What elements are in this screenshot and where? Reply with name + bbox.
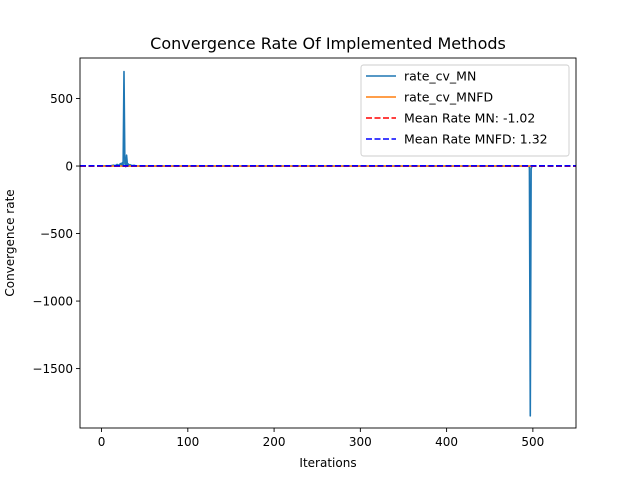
x-tick-label: 400 bbox=[435, 435, 458, 449]
y-tick-label: −1500 bbox=[32, 362, 73, 376]
x-tick-label: 500 bbox=[521, 435, 544, 449]
y-axis-label: Convergence rate bbox=[3, 189, 17, 296]
legend-label: rate_cv_MNFD bbox=[404, 90, 493, 105]
chart-title: Convergence Rate Of Implemented Methods bbox=[150, 34, 506, 53]
y-tick-label: −500 bbox=[40, 227, 73, 241]
plot-area bbox=[80, 70, 576, 417]
x-axis-label: Iterations bbox=[299, 456, 356, 470]
y-tick-label: 0 bbox=[65, 160, 73, 174]
legend-label: Mean Rate MNFD: 1.32 bbox=[404, 132, 548, 147]
series-layer bbox=[80, 70, 576, 417]
plot-frame bbox=[79, 57, 577, 429]
x-tick-label: 100 bbox=[176, 435, 199, 449]
legend-label: rate_cv_MN bbox=[404, 69, 476, 84]
x-tick-label: 200 bbox=[263, 435, 286, 449]
y-tick-label: 500 bbox=[50, 92, 73, 106]
legend-label: Mean Rate MN: -1.02 bbox=[404, 111, 535, 126]
legend: rate_cv_MN rate_cv_MNFD Mean Rate MN: -1.0… bbox=[360, 64, 570, 157]
y-tick-label: −1000 bbox=[32, 295, 73, 309]
x-tick-label: 300 bbox=[349, 435, 372, 449]
x-tick-label: 0 bbox=[98, 435, 106, 449]
axes: 0 100 200 300 400 500 −1500 −1000 −500 0 500 bbox=[32, 57, 577, 449]
legend-box bbox=[360, 64, 570, 157]
